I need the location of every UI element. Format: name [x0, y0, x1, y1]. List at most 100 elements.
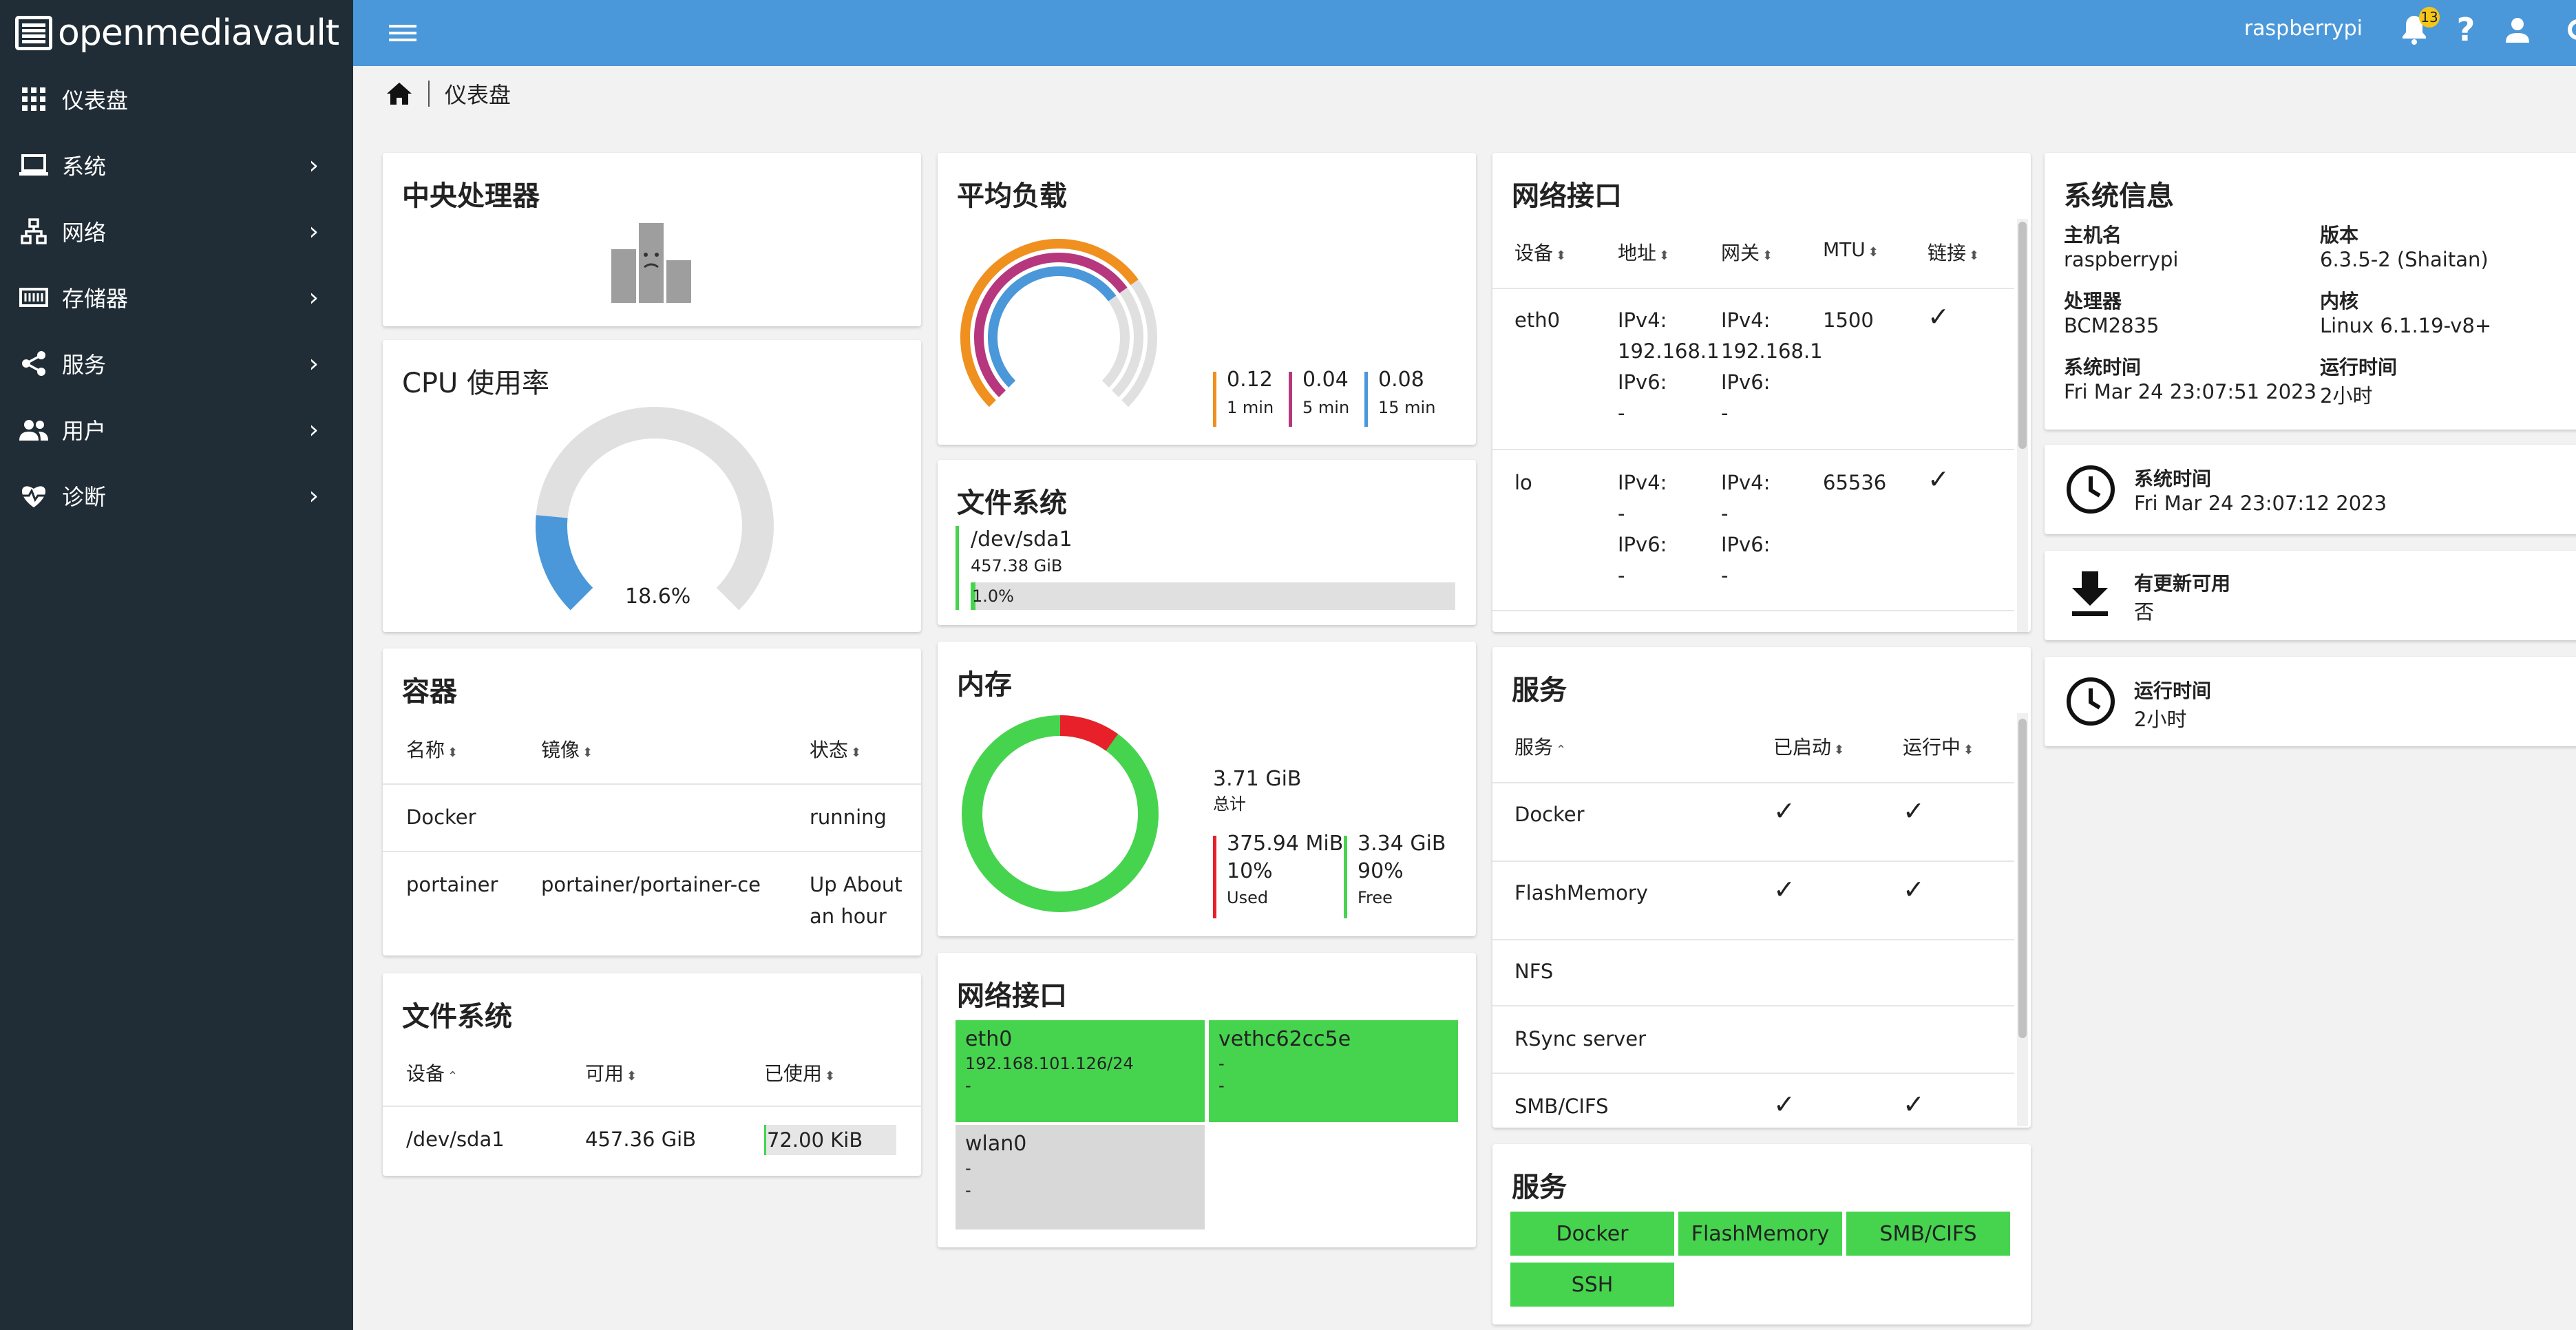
- system-info-card: 系统信息 主机名 raspberrypi 版本 6.3.5-2 (Shaitan…: [2045, 153, 2576, 430]
- col-header-service[interactable]: 服务 ⌃: [1514, 736, 1567, 759]
- card-title: 内存: [957, 669, 1012, 701]
- card-title: CPU 使用率: [402, 368, 550, 399]
- filesystem-table-card: 文件系统 设备 ⌃ 可用 ⬍ 已使用 ⬍ /dev/sda1 457.36 GiB 7…: [383, 973, 921, 1176]
- col-header-mtu[interactable]: MTU ⬍: [1823, 238, 1879, 261]
- settings-icon[interactable]: [2561, 12, 2576, 47]
- memory-total: 3.71 GiB: [1213, 767, 1302, 791]
- table-cell: Up About: [810, 873, 902, 896]
- load-average-card: 平均负载 0.12 1 min 0.04 5 min 0.08 15 min: [938, 153, 1476, 445]
- notification-badge: 13: [2419, 7, 2440, 28]
- table-cell: 1500: [1823, 308, 1874, 332]
- load-5min-label: 5 min: [1302, 398, 1350, 417]
- sidebar-item-label: 用户: [62, 418, 107, 444]
- breadcrumb: 仪表盘: [386, 76, 511, 112]
- hostname: raspberrypi: [2244, 17, 2363, 41]
- home-icon[interactable]: [386, 81, 413, 106]
- card-title: 服务: [1512, 675, 1567, 706]
- memory-total-label: 总计: [1213, 794, 1246, 814]
- breadcrumb-separator: [428, 81, 430, 107]
- users-icon: [19, 415, 48, 444]
- filesystem-device: /dev/sda1: [971, 527, 1073, 551]
- clock-icon: [2067, 677, 2115, 726]
- memory-card: 内存 3.71 GiB 总计 375.94 MiB 10% Used 3.34 …: [938, 642, 1476, 936]
- menu-icon[interactable]: [389, 25, 416, 41]
- net-tile-eth0[interactable]: eth0 192.168.101.126/24 -: [956, 1020, 1205, 1122]
- sidebar: openmediavault 仪表盘 系统 › 网络 › 存储器 › 服务 › …: [0, 0, 353, 1330]
- service-chip-ssh[interactable]: SSH: [1510, 1263, 1674, 1307]
- help-icon[interactable]: ?: [2456, 11, 2475, 48]
- table-cell: lo: [1514, 471, 1532, 494]
- table-cell: SMB/CIFS: [1514, 1095, 1609, 1118]
- sidebar-item-diagnostics[interactable]: 诊断 ›: [0, 463, 353, 529]
- breadcrumb-current: 仪表盘: [445, 82, 511, 108]
- service-chip-docker[interactable]: Docker: [1510, 1212, 1674, 1256]
- memory-free: 3.34 GiB: [1358, 832, 1446, 856]
- check-icon: ✓: [1903, 874, 1925, 905]
- sidebar-item-system[interactable]: 系统 ›: [0, 132, 353, 198]
- net-tile-vethc62cc5e[interactable]: vethc62cc5e - -: [1209, 1020, 1458, 1122]
- service-chip-flashmemory[interactable]: FlashMemory: [1678, 1212, 1842, 1256]
- col-header-gateway[interactable]: 网关 ⬍: [1721, 242, 1773, 264]
- table-cell: Docker: [406, 805, 476, 829]
- sidebar-item-dashboard[interactable]: 仪表盘: [0, 66, 353, 132]
- load-15min-label: 15 min: [1378, 398, 1436, 417]
- no-data-icon: [611, 223, 691, 303]
- service-chip-smb[interactable]: SMB/CIFS: [1846, 1212, 2010, 1256]
- table-cell: an hour: [810, 905, 887, 928]
- memory-free-label: Free: [1358, 888, 1393, 907]
- col-header-enabled[interactable]: 已启动 ⬍: [1773, 736, 1845, 759]
- cpu-usage-value: 18.6%: [625, 584, 691, 609]
- col-header-device[interactable]: 设备 ⌃: [406, 1062, 458, 1085]
- scrollbar-thumb[interactable]: [2018, 719, 2027, 1038]
- sidebar-item-label: 网络: [62, 220, 107, 246]
- chevron-right-icon: ›: [308, 283, 319, 312]
- user-icon[interactable]: [2500, 12, 2535, 47]
- col-header-image[interactable]: 镜像 ⬍: [541, 739, 593, 761]
- col-header-used[interactable]: 已使用 ⬍: [764, 1062, 836, 1085]
- scrollbar-thumb[interactable]: [2018, 222, 2027, 449]
- card-title: 系统信息: [2064, 180, 2174, 212]
- logo[interactable]: openmediavault: [0, 0, 353, 66]
- table-cell: Docker: [1514, 803, 1585, 826]
- col-header-available[interactable]: 可用 ⬍: [585, 1062, 637, 1085]
- col-header-name[interactable]: 名称 ⬍: [406, 739, 458, 761]
- memory-used-pct: 10%: [1227, 859, 1273, 883]
- table-cell: 457.36 GiB: [585, 1128, 697, 1151]
- download-icon: [2072, 571, 2108, 616]
- card-title: 文件系统: [402, 1001, 512, 1033]
- memory-used: 375.94 MiB: [1227, 832, 1344, 856]
- col-header-status[interactable]: 状态 ⬍: [810, 739, 862, 761]
- check-icon: ✓: [1928, 302, 1950, 332]
- chevron-right-icon: ›: [308, 415, 319, 444]
- col-header-link[interactable]: 链接 ⬍: [1928, 242, 1980, 264]
- memory-donut: [962, 715, 1159, 912]
- sidebar-item-label: 仪表盘: [62, 87, 129, 114]
- net-tile-wlan0[interactable]: wlan0 - -: [956, 1125, 1205, 1229]
- dashboard-grid-icon: [19, 85, 48, 114]
- chevron-right-icon: ›: [308, 481, 319, 510]
- col-header-running[interactable]: 运行中 ⬍: [1903, 736, 1974, 759]
- notifications-button[interactable]: 13: [2397, 7, 2440, 47]
- col-header-address[interactable]: 地址 ⬍: [1618, 242, 1670, 264]
- containers-card: 容器 名称 ⬍ 镜像 ⬍ 状态 ⬍ Docker running portainer …: [383, 648, 921, 956]
- filesystem-size: 457.38 GiB: [971, 556, 1063, 576]
- load-1min-label: 1 min: [1227, 398, 1274, 417]
- card-title: 平均负载: [957, 180, 1067, 212]
- check-icon: ✓: [1773, 796, 1795, 826]
- col-header-device[interactable]: 设备 ⬍: [1514, 242, 1567, 264]
- uptime-card: 运行时间 2小时: [2045, 657, 2576, 746]
- sidebar-item-services[interactable]: 服务 ›: [0, 330, 353, 397]
- sidebar-item-storage[interactable]: 存储器 ›: [0, 264, 353, 330]
- updates-card: 有更新可用 否: [2045, 551, 2576, 640]
- laptop-icon: [19, 151, 48, 180]
- used-bar: 72.00 KiB: [764, 1125, 896, 1155]
- sidebar-item-users[interactable]: 用户 ›: [0, 397, 353, 463]
- table-cell: RSync server: [1514, 1027, 1647, 1051]
- memory-used-label: Used: [1227, 888, 1269, 907]
- sidebar-item-network[interactable]: 网络 ›: [0, 198, 353, 264]
- table-cell: NFS: [1514, 960, 1554, 983]
- check-icon: ✓: [1903, 1089, 1925, 1119]
- sidebar-item-label: 系统: [62, 154, 107, 180]
- chevron-right-icon: ›: [308, 217, 319, 246]
- filesystem-usage-bar: 1.0%: [971, 582, 1455, 610]
